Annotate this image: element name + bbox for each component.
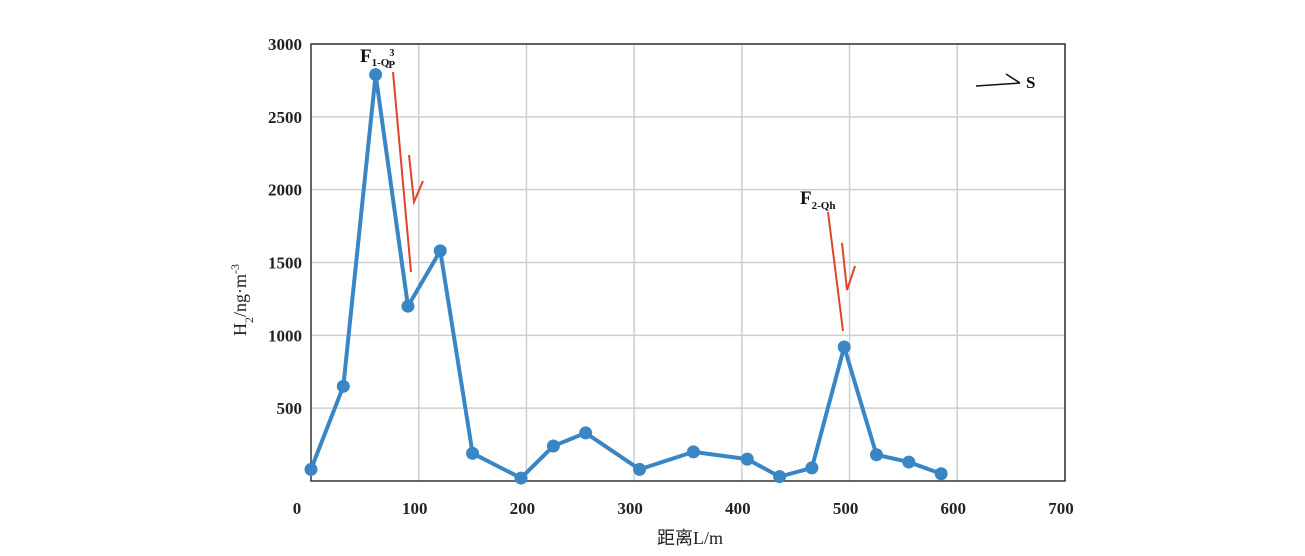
series-line xyxy=(309,72,942,481)
fault-label-f1-sub: 1-Q xyxy=(372,57,390,69)
data-point xyxy=(579,426,593,440)
y-tick-label: 500 xyxy=(277,399,303,418)
y-tick-label: 3000 xyxy=(268,35,302,54)
data-point xyxy=(805,461,819,475)
data-point xyxy=(304,462,318,476)
y-axis-title-sup: -3 xyxy=(228,264,242,274)
data-point xyxy=(546,439,560,453)
plot-frame xyxy=(310,43,1066,482)
y-tick-label: 2500 xyxy=(268,108,302,127)
x-tick-label: 300 xyxy=(617,499,643,518)
direction-label: S xyxy=(1026,73,1035,92)
data-point xyxy=(740,452,754,466)
data-point xyxy=(902,455,916,469)
data-point xyxy=(773,470,787,484)
fault-trace xyxy=(827,211,844,332)
fault-label-f2: F2-Qh xyxy=(800,188,835,212)
axes: 0 100 200 300 400 500 600 700 500 1000 1500 2000 250… xyxy=(268,35,1074,518)
direction-indicator: S xyxy=(975,73,1035,92)
data-point xyxy=(934,467,948,481)
x-tick-label: 600 xyxy=(941,499,967,518)
y-axis-title-sub: 2 xyxy=(242,317,256,323)
data-point xyxy=(336,379,350,393)
fault-trace xyxy=(392,71,412,273)
y-axis-title: H2/ng·m-3 xyxy=(228,264,256,336)
fault-label-f1: F1-Q3 P xyxy=(360,46,395,71)
x-tick-label: 700 xyxy=(1048,499,1074,518)
data-point xyxy=(433,244,447,258)
fault-label-f2-sub: 2-Qh xyxy=(812,200,836,212)
x-axis-title: 距离L/m xyxy=(657,528,723,548)
data-point xyxy=(837,340,851,354)
grid xyxy=(311,43,1066,481)
data-point xyxy=(870,448,883,462)
x-tick-label: 200 xyxy=(510,499,536,518)
y-tick-label: 1500 xyxy=(268,254,302,273)
data-point xyxy=(369,68,383,82)
y-axis-title-unit: /ng·m xyxy=(230,274,250,317)
data-point xyxy=(633,462,647,476)
data-point xyxy=(514,471,528,485)
x-tick-label: 400 xyxy=(725,499,751,518)
fault-label-f1-main: F xyxy=(360,46,372,67)
direction-arrow-barb xyxy=(1005,73,1021,84)
data-point xyxy=(686,445,700,459)
x-tick-label: 100 xyxy=(402,499,428,518)
series xyxy=(304,68,948,485)
data-point xyxy=(466,446,480,460)
y-tick-label: 2000 xyxy=(268,181,302,200)
fault-markers xyxy=(392,71,856,332)
fault-label-f1-sub2: P xyxy=(388,59,395,71)
data-point xyxy=(401,299,415,313)
fault-label-f1-sup: 3 xyxy=(389,48,394,59)
fault-motion-arrow xyxy=(841,242,856,291)
y-axis-title-h: H xyxy=(230,323,250,336)
fault-motion-arrow xyxy=(408,154,424,206)
x-tick-label: 0 xyxy=(293,499,302,518)
x-tick-label: 500 xyxy=(833,499,859,518)
y-tick-label: 1000 xyxy=(268,326,302,345)
direction-arrow-shaft xyxy=(975,82,1021,87)
fault-label-f2-main: F xyxy=(800,188,812,209)
